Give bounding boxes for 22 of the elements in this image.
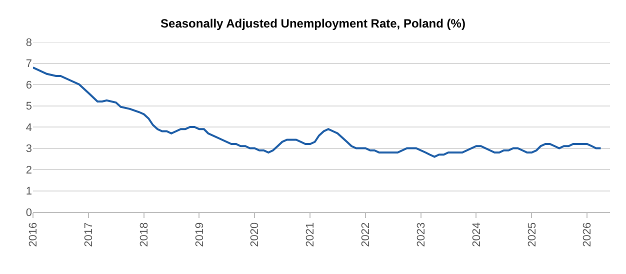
x-tick-label: 2018 — [138, 222, 150, 247]
y-tick-label: 4 — [26, 122, 32, 134]
y-tick-label: 0 — [26, 206, 32, 219]
chart-title: Seasonally Adjusted Unemployment Rate, Poland (%) — [160, 16, 466, 31]
x-tick-label: 2016 — [28, 222, 40, 247]
line-series — [33, 66, 602, 158]
x-tick-label: 2025 — [526, 222, 538, 247]
x-tick-label: 2017 — [83, 222, 96, 247]
y-tick-label: 1 — [26, 186, 32, 198]
x-tick-label: 2024 — [470, 222, 483, 247]
x-tick-label: 2026 — [582, 222, 594, 247]
y-tick-label: 3 — [26, 143, 32, 156]
y-tick-label: 5 — [26, 100, 32, 113]
y-tick-label: 8 — [26, 36, 32, 49]
x-tick-label: 2021 — [304, 222, 317, 247]
x-tick-label: 2020 — [249, 222, 262, 247]
x-tick-label: 2019 — [194, 222, 206, 247]
x-tick-label: 2023 — [415, 222, 428, 247]
x-tick-label: 2022 — [360, 222, 372, 247]
y-tick-label: 6 — [26, 79, 32, 92]
y-tick-label: 7 — [26, 58, 32, 70]
y-tick-label: 2 — [26, 164, 32, 176]
